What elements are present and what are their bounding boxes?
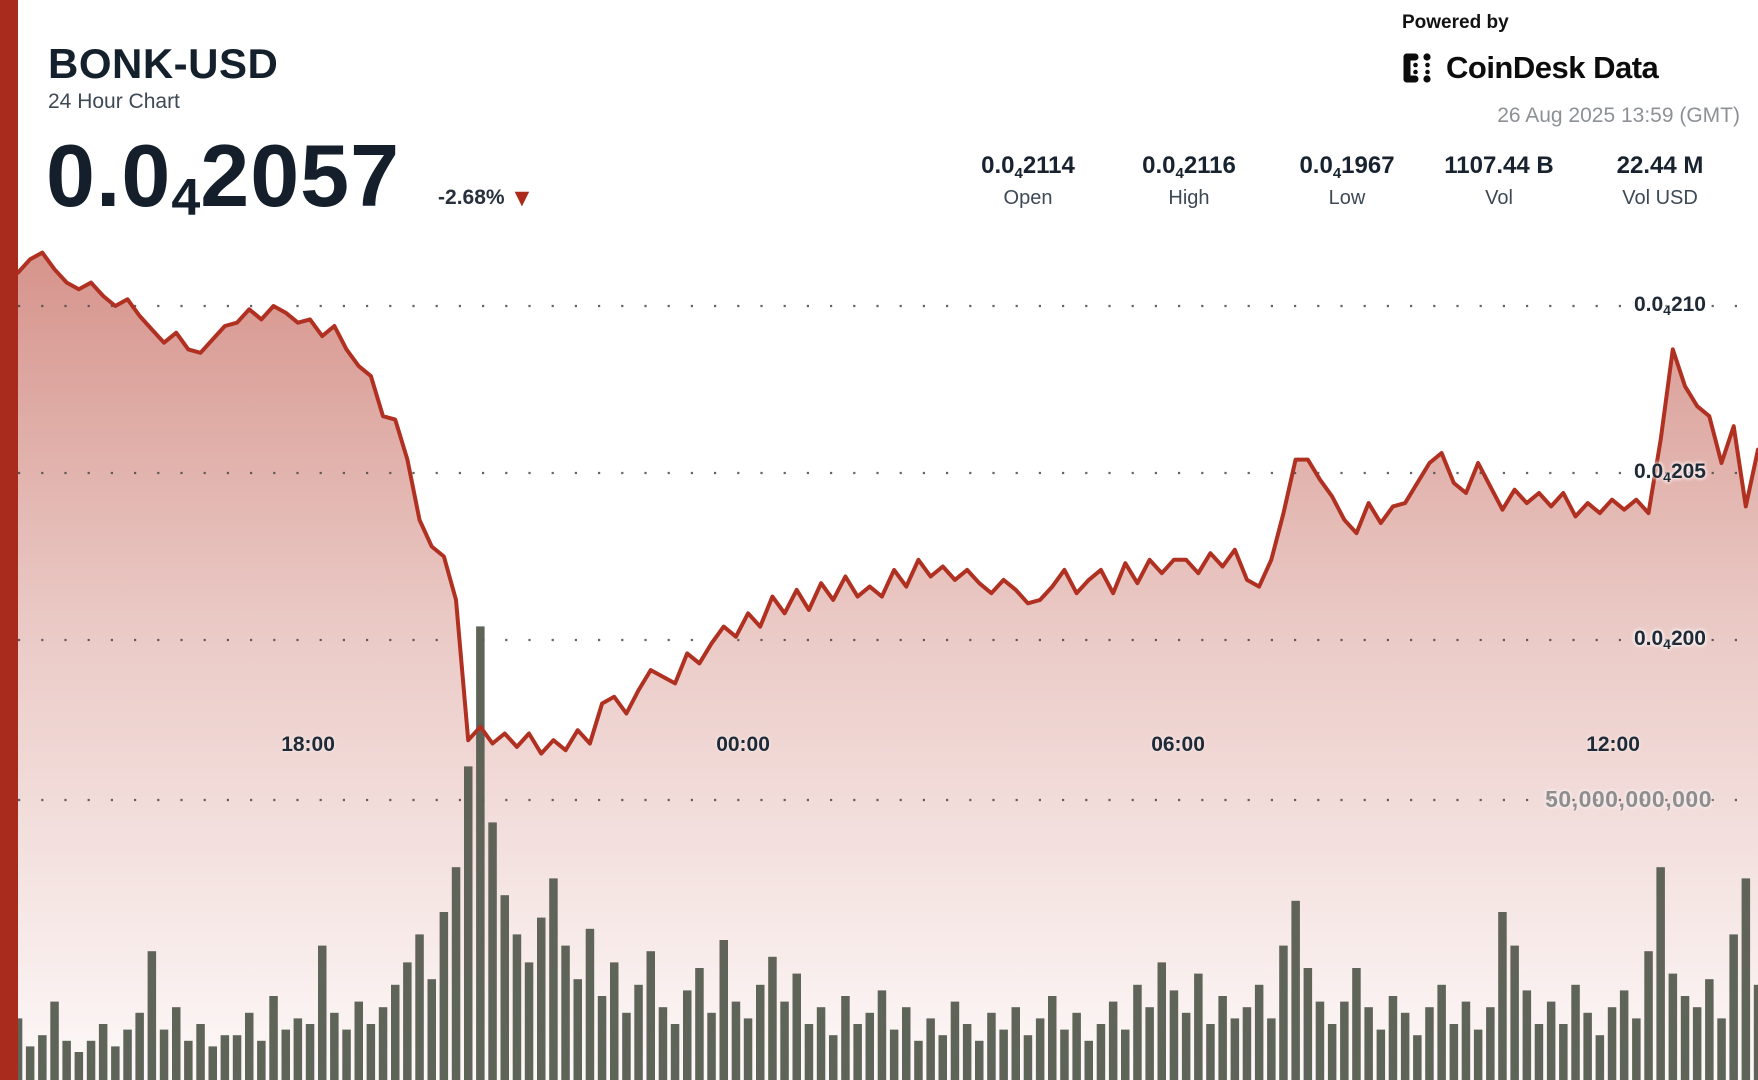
stat-low: 0.041967 Low (1262, 152, 1432, 210)
stat-label: Vol USD (1622, 187, 1698, 209)
volume-axis-label: 50,000,000,000 (1545, 786, 1712, 812)
coindesk-logo[interactable]: CoinDesk Data (1400, 50, 1659, 86)
coindesk-logo-text: CoinDesk Data (1446, 50, 1659, 85)
price-line (16, 250, 1758, 756)
stat-label: Low (1328, 187, 1366, 209)
stat-vol: 1107.44 B Vol (1414, 152, 1584, 210)
coindesk-logo-icon (1403, 53, 1431, 83)
stat-vol-usd: 22.44 M Vol USD (1575, 152, 1745, 210)
y-axis-label-200: 0.04200 (1633, 627, 1706, 652)
accent-bar (0, 0, 18, 1080)
page-subtitle: 24 Hour Chart (48, 90, 180, 113)
stat-value: 1107.44 B (1444, 152, 1554, 179)
stat-high: 0.042116 High (1104, 152, 1274, 210)
price-digits: 2057 (200, 126, 401, 225)
price-display: 0.0 4 2057 -2.68% ▼ (46, 126, 529, 228)
stat-label: High (1168, 187, 1210, 209)
price-change-value: -2.68% (438, 186, 505, 209)
timestamp: 26 Aug 2025 13:59 (GMT) (1497, 104, 1740, 127)
y-axis-label-210: 0.04210 (1633, 293, 1706, 318)
volume-bars (13, 626, 1758, 1080)
page-title: BONK-USD (48, 40, 279, 87)
price-prefix: 0.0 (46, 126, 172, 225)
price-subscript: 4 (171, 169, 201, 227)
stat-value: 0.041967 (1299, 152, 1395, 182)
price-change: -2.68% ▼ (438, 186, 529, 210)
x-axis-label-1200: 12:00 (1586, 733, 1640, 756)
price-area (18, 252, 1758, 1080)
x-axis-label-0600: 06:00 (1151, 733, 1205, 756)
stat-value: 0.042114 (981, 152, 1075, 182)
x-axis-label-0000: 00:00 (716, 733, 770, 756)
stat-value: 22.44 M (1616, 152, 1704, 179)
stat-open: 0.042114 Open (943, 152, 1113, 210)
stat-label: Vol (1485, 187, 1513, 209)
stat-label: Open (1003, 187, 1053, 209)
x-axis-label-1800: 18:00 (281, 733, 335, 756)
powered-by-label: Powered by (1402, 12, 1509, 33)
stat-value: 0.042116 (1142, 152, 1236, 182)
y-axis-label-205: 0.04205 (1633, 460, 1706, 485)
down-triangle-icon: ▼ (514, 187, 530, 209)
